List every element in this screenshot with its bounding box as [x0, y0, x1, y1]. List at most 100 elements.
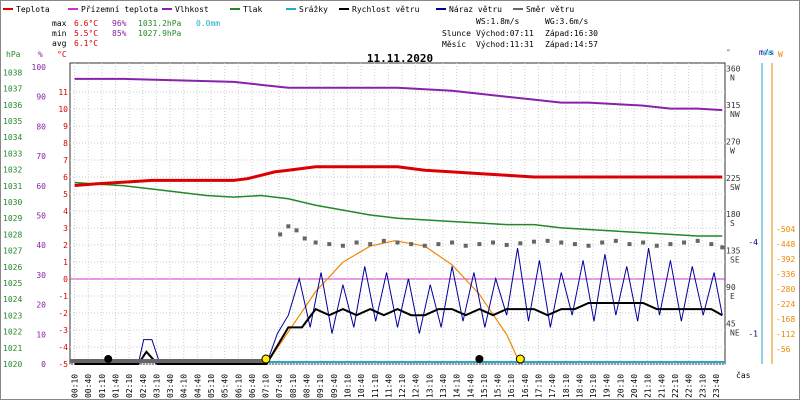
sun-rise: Východ:07:11	[476, 29, 534, 38]
hpa-tick-label: 1026	[3, 263, 22, 272]
x-tick-label: 01:10	[98, 374, 107, 398]
x-tick-label: 07:40	[275, 374, 284, 398]
x-tick-label: 16:10	[507, 374, 516, 398]
stats-min-temp: 5.5°C	[74, 29, 98, 38]
x-tick-label: 03:40	[166, 374, 175, 398]
x-tick-label: 08:10	[289, 374, 298, 398]
hpa-tick-label: 1037	[3, 85, 22, 94]
x-tick-label: 03:10	[152, 374, 161, 398]
hpa-tick-label: 1036	[3, 101, 22, 110]
hpa-tick-label: 1034	[3, 133, 22, 142]
degc-tick-label: 3	[63, 224, 68, 233]
temperature-line	[74, 165, 723, 187]
x-tick-label: 09:10	[316, 374, 325, 398]
x-tick-label: 05:10	[207, 374, 216, 398]
degc-tick-label: 7	[63, 156, 68, 165]
wind-direction-point	[559, 240, 564, 245]
legend-label: Vlhkost	[175, 5, 209, 14]
dir-compass-label: NW	[730, 110, 740, 119]
moon-set: Západ:14:57	[545, 40, 598, 49]
degc-tick-label: -1	[58, 292, 68, 301]
x-tick-label: 11:40	[384, 374, 393, 398]
axis-header-pct: %	[38, 50, 43, 59]
degc-tick-label: 4	[63, 207, 68, 216]
hpa-tick-label: 1027	[3, 247, 22, 256]
degc-tick-label: 9	[63, 122, 68, 131]
x-tick-label: 22:40	[685, 374, 694, 398]
hpa-tick-label: 1030	[3, 198, 22, 207]
legend-label: Směr větru	[526, 5, 574, 14]
hpa-tick-label: 1020	[3, 360, 22, 369]
moon-marker	[104, 355, 113, 363]
wm2-tick-label: -280	[776, 285, 795, 294]
hpa-tick-label: 1029	[3, 214, 22, 223]
stats-min-hum: 85%	[112, 29, 127, 38]
pct-tick-label: 50	[36, 212, 46, 221]
legend-label: Tlak	[243, 5, 262, 14]
x-tick-label: 14:40	[466, 374, 475, 398]
pressure-line	[74, 181, 723, 237]
stats-max-rain: 0.0mm	[196, 19, 220, 28]
x-tick-label: 04:40	[193, 374, 202, 398]
wm2-tick-label: -504	[776, 225, 795, 234]
wind-gust-line	[74, 248, 723, 365]
hpa-tick-label: 1032	[3, 166, 22, 175]
wind-direction-point	[395, 240, 400, 245]
moon-marker	[475, 355, 484, 363]
x-tick-label: 12:40	[412, 374, 421, 398]
pct-tick-label: 70	[36, 152, 46, 161]
stats-min-label: min	[52, 29, 67, 38]
wind-direction-point	[600, 240, 605, 245]
legend-label: Přízemní teplota	[81, 5, 158, 14]
hpa-tick-label: 1021	[3, 344, 22, 353]
wind-direction-point	[286, 224, 291, 229]
x-tick-label: 22:10	[671, 374, 680, 398]
wind-direction-point	[422, 243, 427, 248]
axis-header-mm: mm	[764, 48, 774, 57]
hpa-tick-label: 1031	[3, 182, 22, 191]
hpa-tick-label: 1038	[3, 68, 22, 77]
wind-direction-point	[477, 242, 482, 247]
x-tick-label: 15:10	[480, 374, 489, 398]
stats-max-press: 1031.2hPa	[138, 19, 182, 28]
x-tick-label: 08:40	[303, 374, 312, 398]
degc-tick-label: -4	[58, 343, 68, 352]
degc-tick-label: 8	[63, 139, 68, 148]
x-tick-label: 11:10	[371, 374, 380, 398]
grid	[69, 62, 726, 365]
axes: 00:10 00:40 01:10 01:40 02:10 02:40 03:10 03:40…	[3, 63, 795, 398]
wind-direction-point	[354, 240, 359, 245]
wind-direction-point	[327, 242, 332, 247]
pct-tick-label: 10	[36, 330, 46, 339]
x-tick-label: 23:10	[698, 374, 707, 398]
pct-tick-label: 90	[36, 93, 46, 102]
x-tick-label: 20:10	[616, 374, 625, 398]
stats-avg-label: avg	[52, 39, 67, 48]
stats-max-hum: 96%	[112, 19, 127, 28]
x-tick-label: 21:10	[644, 374, 653, 398]
wm2-tick-label: -224	[776, 300, 795, 309]
wm2-tick-label: -392	[776, 255, 795, 264]
degc-tick-label: 11	[58, 88, 68, 97]
wind-speed-info: WS:1.8m/s	[476, 17, 520, 26]
dir-tick-label: 270	[726, 137, 741, 146]
wind-direction-point	[294, 228, 299, 233]
moon-rise: Východ:11:31	[476, 40, 534, 49]
moon-label: Měsíc	[442, 40, 466, 49]
wind-direction-point	[668, 242, 673, 247]
hpa-tick-label: 1035	[3, 117, 22, 126]
wind-gust-info: WG:3.6m/s	[545, 17, 589, 26]
x-tick-label: 18:10	[562, 374, 571, 398]
x-tick-label: 10:40	[357, 374, 366, 398]
pct-tick-label: 40	[36, 241, 46, 250]
wind-direction-point	[450, 240, 455, 245]
axis-header-degc: °C	[57, 50, 67, 59]
x-tick-label: 14:10	[453, 374, 462, 398]
axis-header-deg: °	[726, 48, 731, 57]
sunset-marker	[515, 354, 525, 364]
x-tick-label: 16:40	[521, 374, 530, 398]
dir-tick-label: 315	[726, 101, 741, 110]
x-tick-label: 13:40	[439, 374, 448, 398]
x-tick-label: 19:10	[589, 374, 598, 398]
